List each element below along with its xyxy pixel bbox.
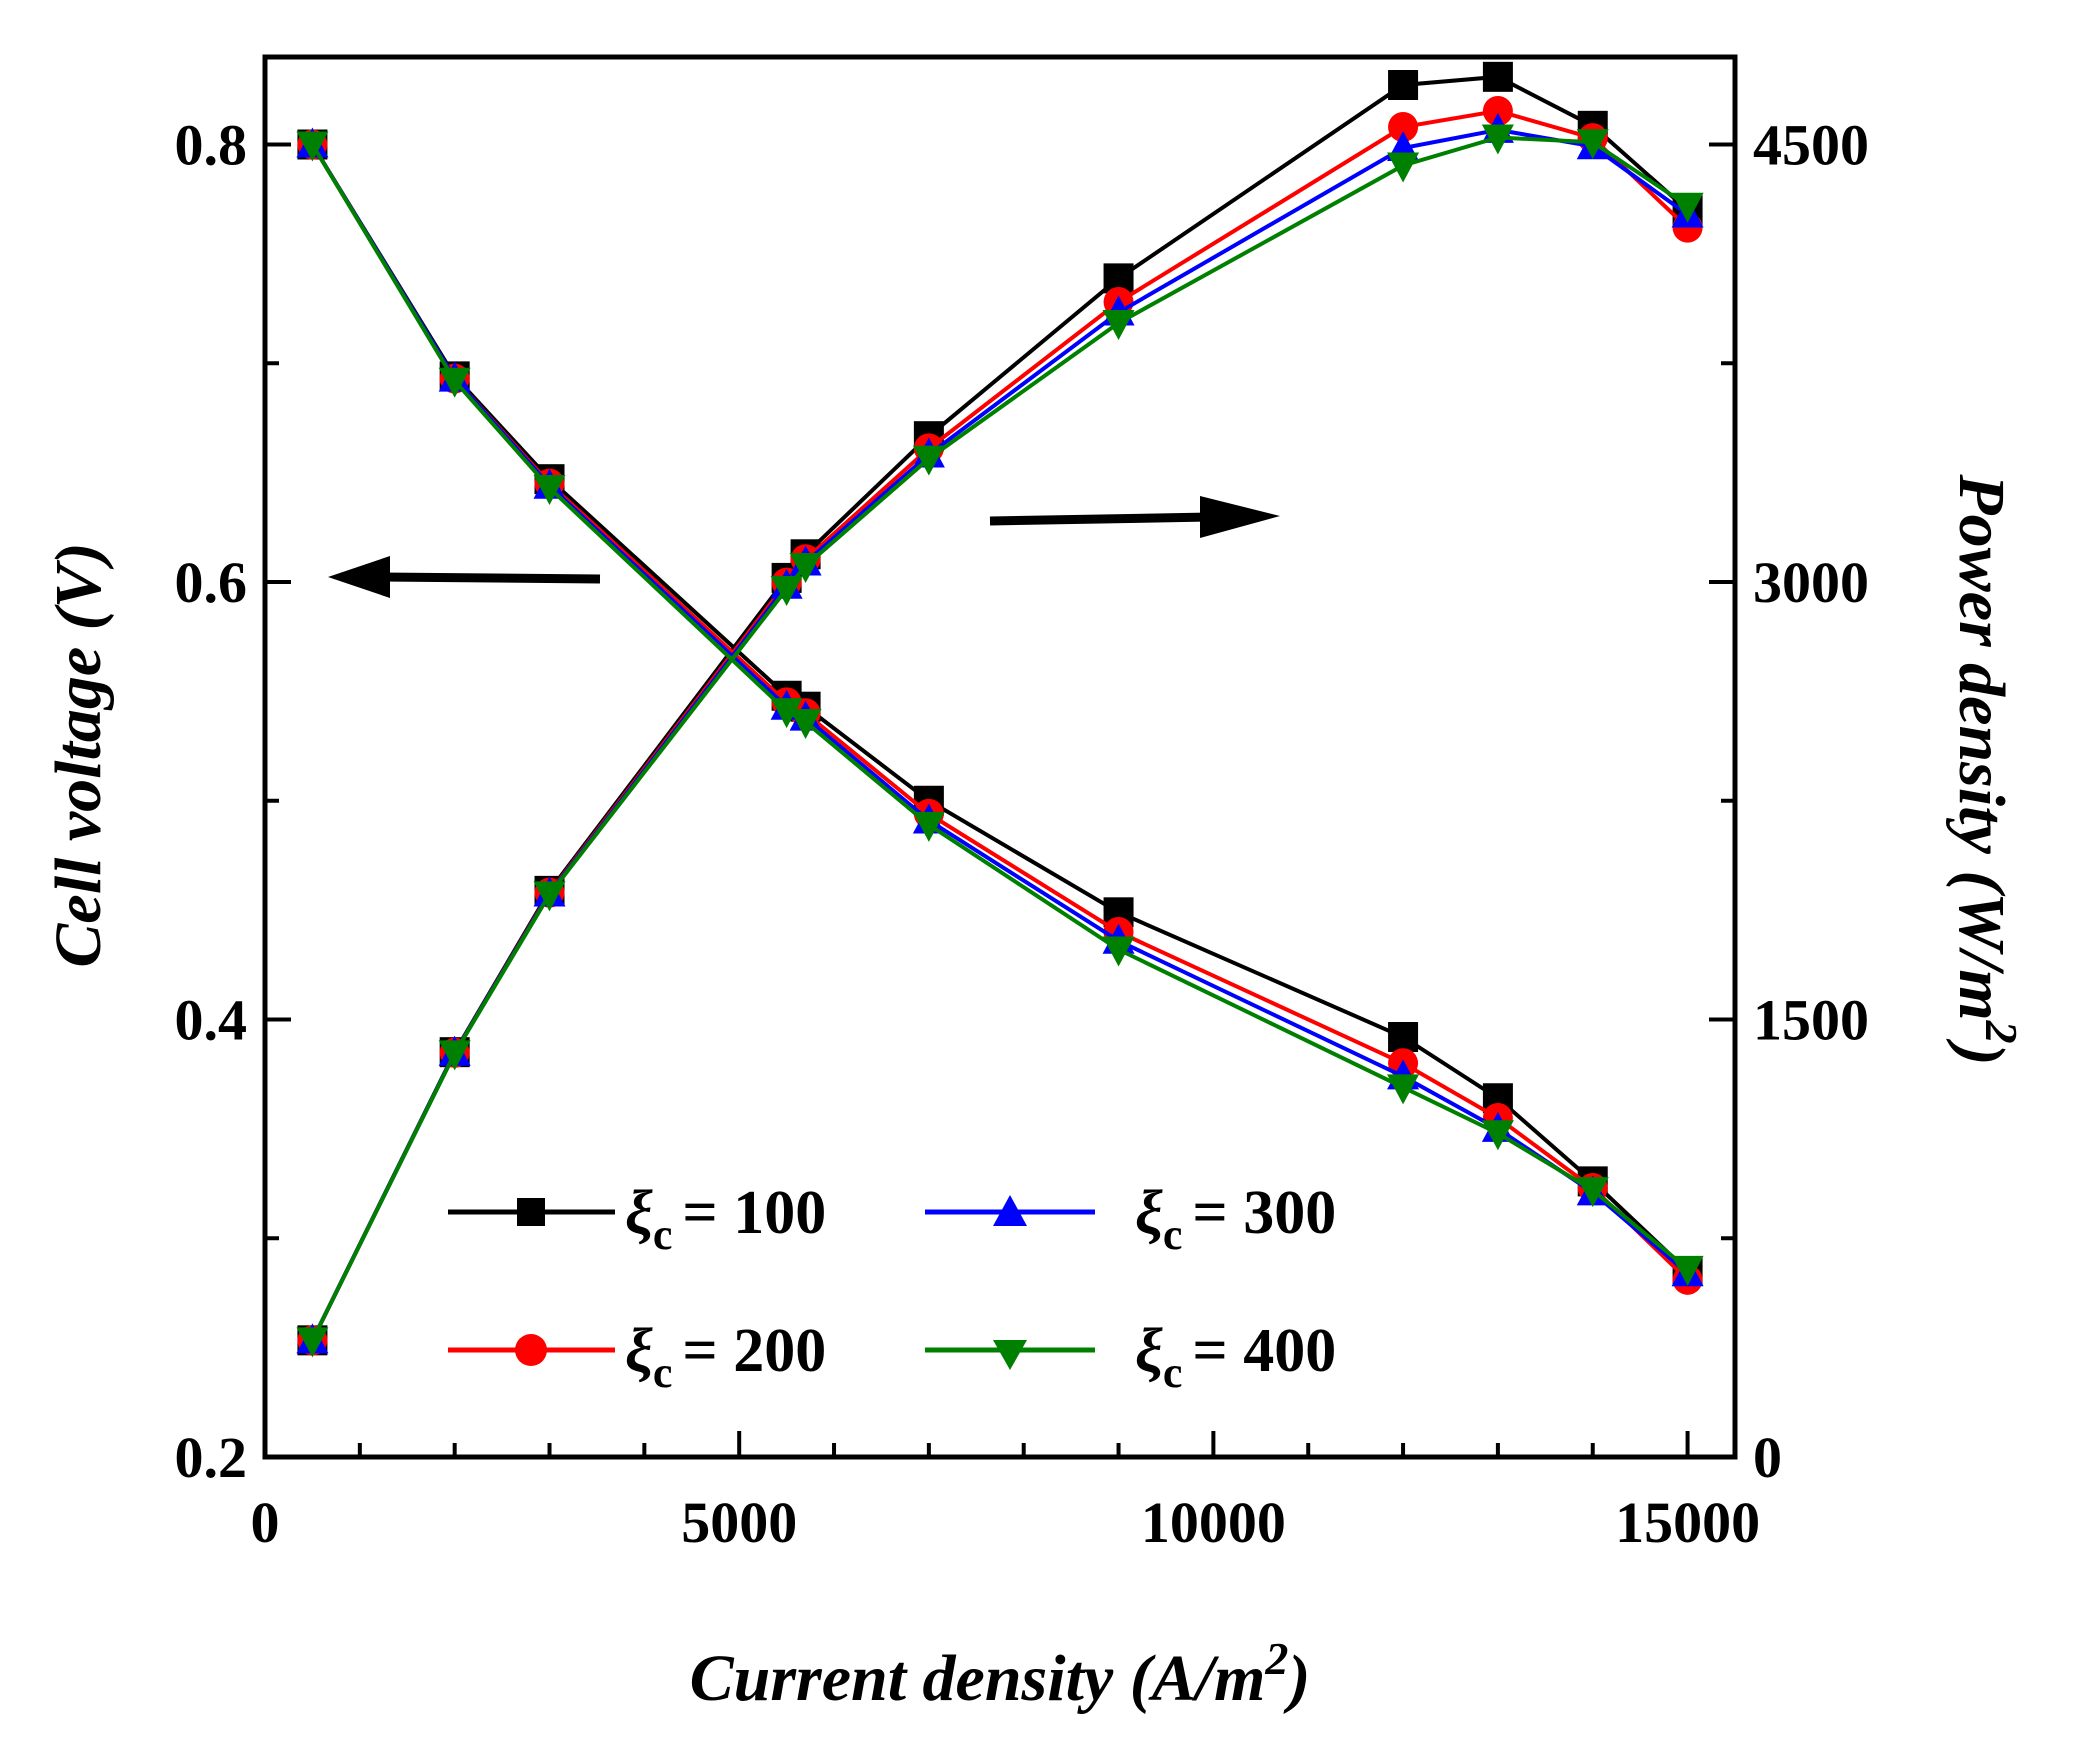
series-1 xyxy=(297,95,1703,1356)
x-tick-label: 0 xyxy=(251,1490,280,1555)
power-point xyxy=(533,881,566,912)
voltage-line-1 xyxy=(310,143,1689,1282)
svg-text:ξc= 100: ξc = 100 xyxy=(625,1179,826,1259)
legend: ξc = 100 ξc = 300 ξc = 200 ξc = 400 xyxy=(448,1179,1336,1397)
voltage-line-3 xyxy=(310,143,1689,1271)
y-left-axis-title: Cell voltage (V) xyxy=(42,542,115,967)
voltage-point xyxy=(296,131,329,162)
y-left-tick-label: 0.8 xyxy=(175,113,248,178)
left-axis-arrow xyxy=(328,556,601,598)
legend-item-200: ξc = 200 xyxy=(448,1317,826,1397)
power-point xyxy=(1482,61,1513,92)
series-0 xyxy=(297,61,1703,1356)
power-point xyxy=(789,552,822,583)
y-left-tick-label: 0.4 xyxy=(175,988,248,1053)
voltage-point xyxy=(789,709,822,739)
power-point xyxy=(1388,70,1419,100)
voltage-point xyxy=(770,698,803,729)
legend-item-300: ξc = 300 xyxy=(925,1179,1336,1259)
svg-text:ξc= 200: ξc = 200 xyxy=(625,1317,826,1397)
series-layer xyxy=(296,61,1704,1358)
voltage-point xyxy=(533,474,566,505)
x-tick-label: 10000 xyxy=(1141,1490,1286,1555)
voltage-point xyxy=(1671,1255,1704,1286)
right-axis-arrow xyxy=(989,496,1280,538)
voltage-point xyxy=(1481,1120,1514,1151)
y-right-tick-label: 3000 xyxy=(1753,550,1869,615)
power-point xyxy=(1102,310,1135,340)
power-point xyxy=(1388,112,1419,142)
power-point xyxy=(1387,152,1420,183)
voltage-point xyxy=(438,367,471,398)
y-right-tick-label: 4500 xyxy=(1753,113,1869,178)
power-point xyxy=(438,1040,471,1071)
voltage-point xyxy=(912,811,945,842)
axis-ticks xyxy=(263,142,1735,1459)
power-line-2 xyxy=(310,127,1689,1342)
legend-item-400: ξc = 400 xyxy=(925,1317,1336,1397)
power-point xyxy=(1482,95,1513,126)
voltage-point xyxy=(1387,1074,1420,1105)
voltage-line-2 xyxy=(310,143,1689,1275)
power-point xyxy=(296,1327,329,1358)
series-2 xyxy=(296,112,1704,1354)
power-line-1 xyxy=(310,108,1689,1342)
voltage-point xyxy=(1388,1022,1419,1052)
y-right-tick-label: 1500 xyxy=(1753,988,1869,1053)
y-left-tick-label: 0.6 xyxy=(175,550,248,615)
y-right-axis-title: Power density (W/m2) xyxy=(1945,473,2027,1065)
x-axis-title: Current density (A/m2) xyxy=(690,1633,1311,1715)
power-point xyxy=(770,576,803,606)
y-left-tick-label: 0.2 xyxy=(175,1425,248,1490)
plot-frame xyxy=(262,54,1738,1460)
x-tick-label: 15000 xyxy=(1615,1490,1760,1555)
voltage-line-0 xyxy=(310,143,1689,1273)
power-line-3 xyxy=(310,135,1689,1342)
legend-item-100: ξc = 100 xyxy=(448,1179,826,1259)
svg-text:ξc= 400: ξc = 400 xyxy=(1135,1317,1336,1397)
power-point xyxy=(912,445,945,476)
axis-tick-labels: 0 5000 10000 15000 0.2 0.4 0.6 0.8 0 1500 3000 4500 xyxy=(175,113,1870,1556)
power-point xyxy=(1481,124,1514,155)
power-point xyxy=(1576,129,1609,160)
voltage-point xyxy=(1102,936,1135,967)
power-line-0 xyxy=(310,74,1689,1342)
x-tick-label: 5000 xyxy=(681,1490,797,1555)
svg-text:ξc= 300: ξc = 300 xyxy=(1135,1179,1336,1259)
y-right-tick-label: 0 xyxy=(1753,1425,1782,1490)
plot-area xyxy=(262,54,1738,1460)
voltage-point xyxy=(1576,1177,1609,1208)
power-point xyxy=(1671,192,1704,223)
series-3 xyxy=(296,124,1704,1358)
